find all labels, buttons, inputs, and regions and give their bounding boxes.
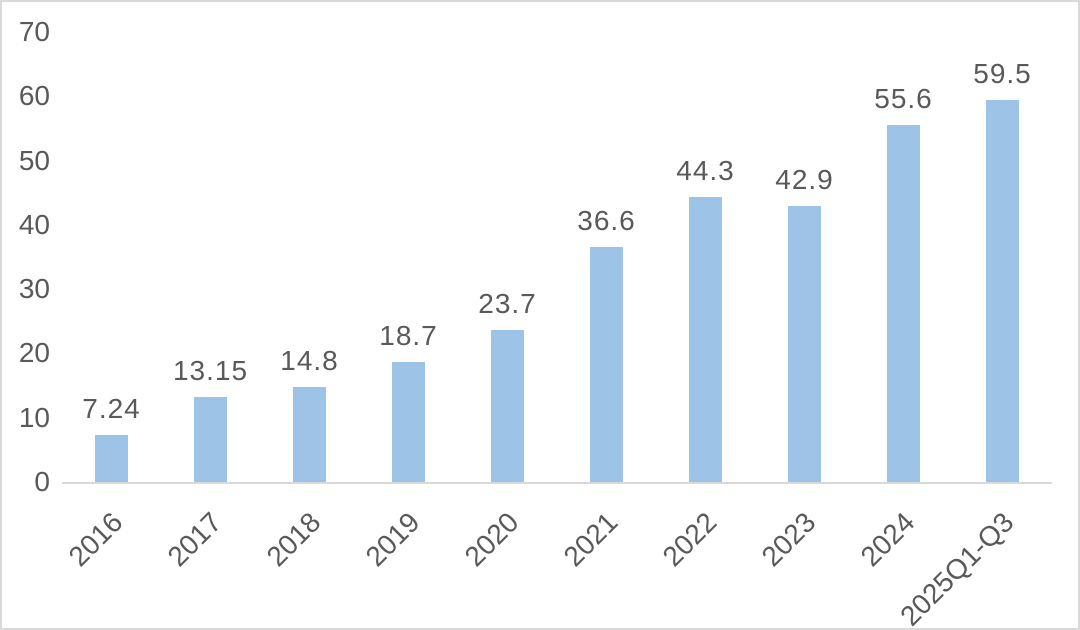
bar-2023 — [788, 206, 821, 482]
y-tick-label: 0 — [34, 466, 50, 497]
x-tick-label: 2022 — [656, 506, 723, 573]
bar-2016 — [95, 435, 128, 482]
bar-2022 — [689, 197, 722, 482]
x-tick-label: 2017 — [161, 506, 228, 573]
bar-2019 — [392, 361, 425, 482]
bar-2024 — [887, 124, 920, 482]
bar-value-label: 36.6 — [577, 204, 636, 236]
bar-2021 — [590, 246, 623, 482]
x-tick-label: 2021 — [557, 506, 624, 573]
bar-value-label: 59.5 — [973, 57, 1032, 89]
x-tick-label: 2018 — [260, 506, 327, 573]
bar-2017 — [194, 397, 227, 482]
bar-value-label: 55.6 — [874, 82, 933, 114]
bar-value-label: 23.7 — [478, 287, 537, 319]
y-tick-label: 40 — [18, 208, 50, 240]
plot-area: 7.24 13.15 14.8 18.7 23.7 36.6 44.3 42.9 55.6 59.… — [62, 2, 1052, 482]
y-tick-label: 10 — [18, 401, 50, 433]
x-tick-label: 2016 — [62, 506, 129, 573]
x-tick-label: 2020 — [458, 506, 525, 573]
y-tick-label: 20 — [18, 337, 50, 369]
bar-2020 — [491, 329, 524, 482]
bar-value-label: 13.15 — [172, 355, 249, 387]
bar-value-label: 7.24 — [82, 393, 141, 425]
y-tick-label: 30 — [18, 273, 50, 305]
x-tick-label: 2019 — [359, 506, 426, 573]
y-tick-label: 50 — [18, 144, 50, 176]
x-tick-label: 2024 — [854, 506, 921, 573]
bar-value-label: 42.9 — [775, 164, 834, 196]
bar-value-label: 14.8 — [280, 344, 339, 376]
x-axis-line — [62, 482, 1052, 484]
bar-value-label: 44.3 — [676, 155, 735, 187]
bar-2018 — [293, 386, 326, 482]
bar-2025Q1-Q3 — [986, 99, 1019, 482]
y-tick-label: 70 — [18, 16, 50, 47]
x-tick-label: 2023 — [755, 506, 822, 573]
y-tick-label: 60 — [18, 80, 50, 112]
bar-value-label: 18.7 — [379, 319, 438, 351]
